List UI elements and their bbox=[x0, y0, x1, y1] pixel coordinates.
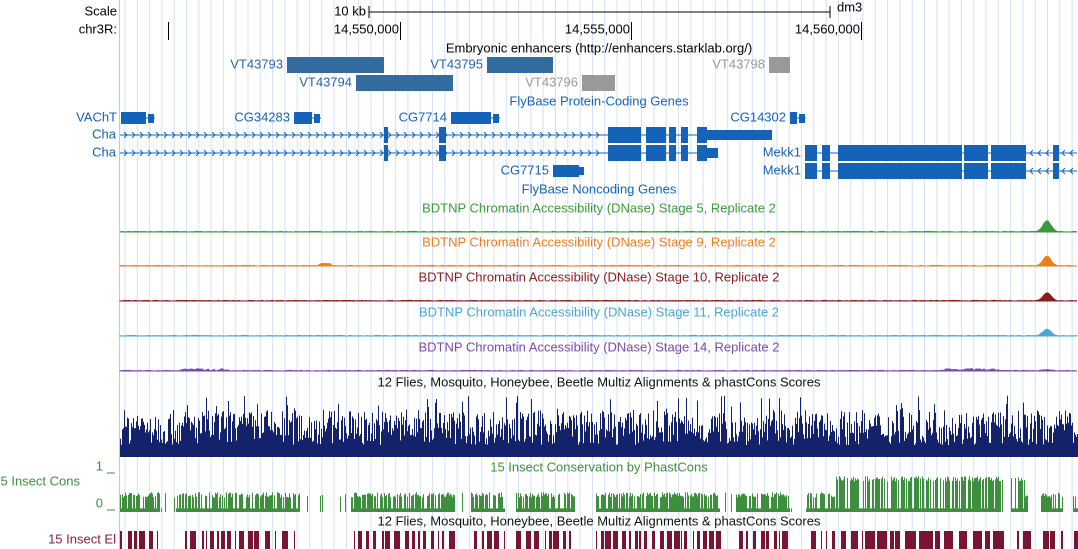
gene-label: Mekk1 bbox=[763, 144, 801, 159]
exon bbox=[697, 127, 707, 143]
axis-label: 0 bbox=[96, 495, 103, 510]
dnase-signal bbox=[119, 220, 1078, 233]
exon bbox=[553, 165, 579, 177]
exon bbox=[681, 127, 688, 143]
enhancer-label: VT43798 bbox=[712, 56, 765, 71]
enhancer-block bbox=[287, 57, 384, 73]
track-title: 15 Insect Conservation by PhastCons bbox=[490, 459, 708, 474]
exon bbox=[294, 112, 312, 124]
dnase-signal bbox=[119, 292, 1078, 302]
axis-label: 1 bbox=[96, 458, 103, 473]
enhancer-label: VT43794 bbox=[299, 74, 352, 89]
exon bbox=[646, 145, 666, 161]
exon bbox=[1053, 163, 1059, 179]
track-title: Embryonic enhancers (http://enhancers.st… bbox=[446, 40, 752, 55]
gene-label: VAChT bbox=[76, 109, 117, 124]
exon bbox=[790, 112, 797, 124]
dnase-signal bbox=[119, 367, 1078, 372]
exon bbox=[707, 148, 718, 158]
exon bbox=[148, 114, 154, 123]
track-title: BDTNP Chromatin Accessibility (DNase) St… bbox=[422, 200, 776, 215]
exon bbox=[991, 163, 1026, 179]
enhancer-label: VT43796 bbox=[525, 74, 578, 89]
alignment-signal bbox=[120, 395, 1078, 457]
track-title: FlyBase Noncoding Genes bbox=[522, 181, 677, 196]
exon bbox=[384, 127, 388, 143]
gene-label: CG14302 bbox=[730, 109, 786, 124]
phastcons-signal bbox=[120, 476, 1078, 512]
gene-label: Mekk1 bbox=[763, 162, 801, 177]
track-title: BDTNP Chromatin Accessibility (DNase) St… bbox=[422, 234, 776, 249]
exon bbox=[707, 130, 772, 140]
exon bbox=[439, 127, 446, 143]
assembly-label: dm3 bbox=[837, 0, 862, 14]
scale-bar-label: 10 kb bbox=[334, 3, 366, 18]
track-title: BDTNP Chromatin Accessibility (DNase) St… bbox=[419, 304, 779, 319]
track-title: 12 Flies, Mosquito, Honeybee, Beetle Mul… bbox=[378, 513, 821, 528]
exon bbox=[964, 145, 988, 161]
chrom-label: chr3R: bbox=[79, 21, 117, 36]
exon bbox=[384, 145, 388, 161]
exon bbox=[697, 145, 707, 161]
exon bbox=[314, 114, 320, 123]
position-label: 14,560,000 bbox=[795, 21, 860, 36]
track-title: 12 Flies, Mosquito, Honeybee, Beetle Mul… bbox=[378, 374, 821, 389]
gene-label: CG34283 bbox=[234, 109, 290, 124]
exon bbox=[822, 163, 830, 179]
track-title: FlyBase Protein-Coding Genes bbox=[509, 93, 689, 108]
exon bbox=[805, 163, 817, 179]
exon bbox=[669, 145, 676, 161]
exon bbox=[608, 127, 641, 143]
gene-label: Cha bbox=[92, 126, 117, 141]
exon bbox=[451, 112, 491, 124]
enhancer-label: VT43795 bbox=[430, 56, 483, 71]
enhancer-label: VT43793 bbox=[230, 56, 283, 71]
track-title: BDTNP Chromatin Accessibility (DNase) St… bbox=[418, 269, 779, 284]
exon bbox=[991, 145, 1026, 161]
base-grid bbox=[124, 0, 1073, 549]
exon bbox=[964, 163, 988, 179]
exon bbox=[838, 145, 962, 161]
dnase-signal bbox=[119, 255, 1078, 267]
exon bbox=[608, 145, 641, 161]
exon bbox=[579, 167, 584, 175]
exon bbox=[493, 114, 499, 123]
side-label: 15 Insect El bbox=[48, 531, 116, 546]
exon bbox=[805, 145, 817, 161]
side-label: 15 Insect Cons bbox=[0, 473, 80, 488]
scale-label: Scale bbox=[84, 3, 117, 18]
gene-label: CG7714 bbox=[399, 109, 447, 124]
conserved-elements bbox=[120, 531, 1078, 549]
gene-label: Cha bbox=[92, 144, 117, 159]
position-label: 14,550,000 bbox=[334, 21, 399, 36]
exon bbox=[646, 127, 666, 143]
enhancer-block bbox=[487, 57, 553, 73]
track-title: BDTNP Chromatin Accessibility (DNase) St… bbox=[418, 339, 779, 354]
exon bbox=[121, 112, 146, 124]
exon bbox=[439, 145, 446, 161]
exon bbox=[838, 163, 962, 179]
exon bbox=[1053, 145, 1059, 161]
strand-arrow bbox=[123, 149, 600, 157]
exon bbox=[799, 114, 805, 123]
dnase-signal bbox=[119, 328, 1078, 337]
exon bbox=[681, 145, 688, 161]
enhancer-block bbox=[582, 75, 615, 91]
exon bbox=[669, 127, 676, 143]
enhancer-block bbox=[769, 57, 790, 73]
gene-label: CG7715 bbox=[501, 162, 549, 177]
enhancer-block bbox=[356, 75, 453, 91]
exon bbox=[822, 145, 830, 161]
strand-arrow bbox=[123, 131, 600, 139]
position-label: 14,555,000 bbox=[565, 21, 630, 36]
